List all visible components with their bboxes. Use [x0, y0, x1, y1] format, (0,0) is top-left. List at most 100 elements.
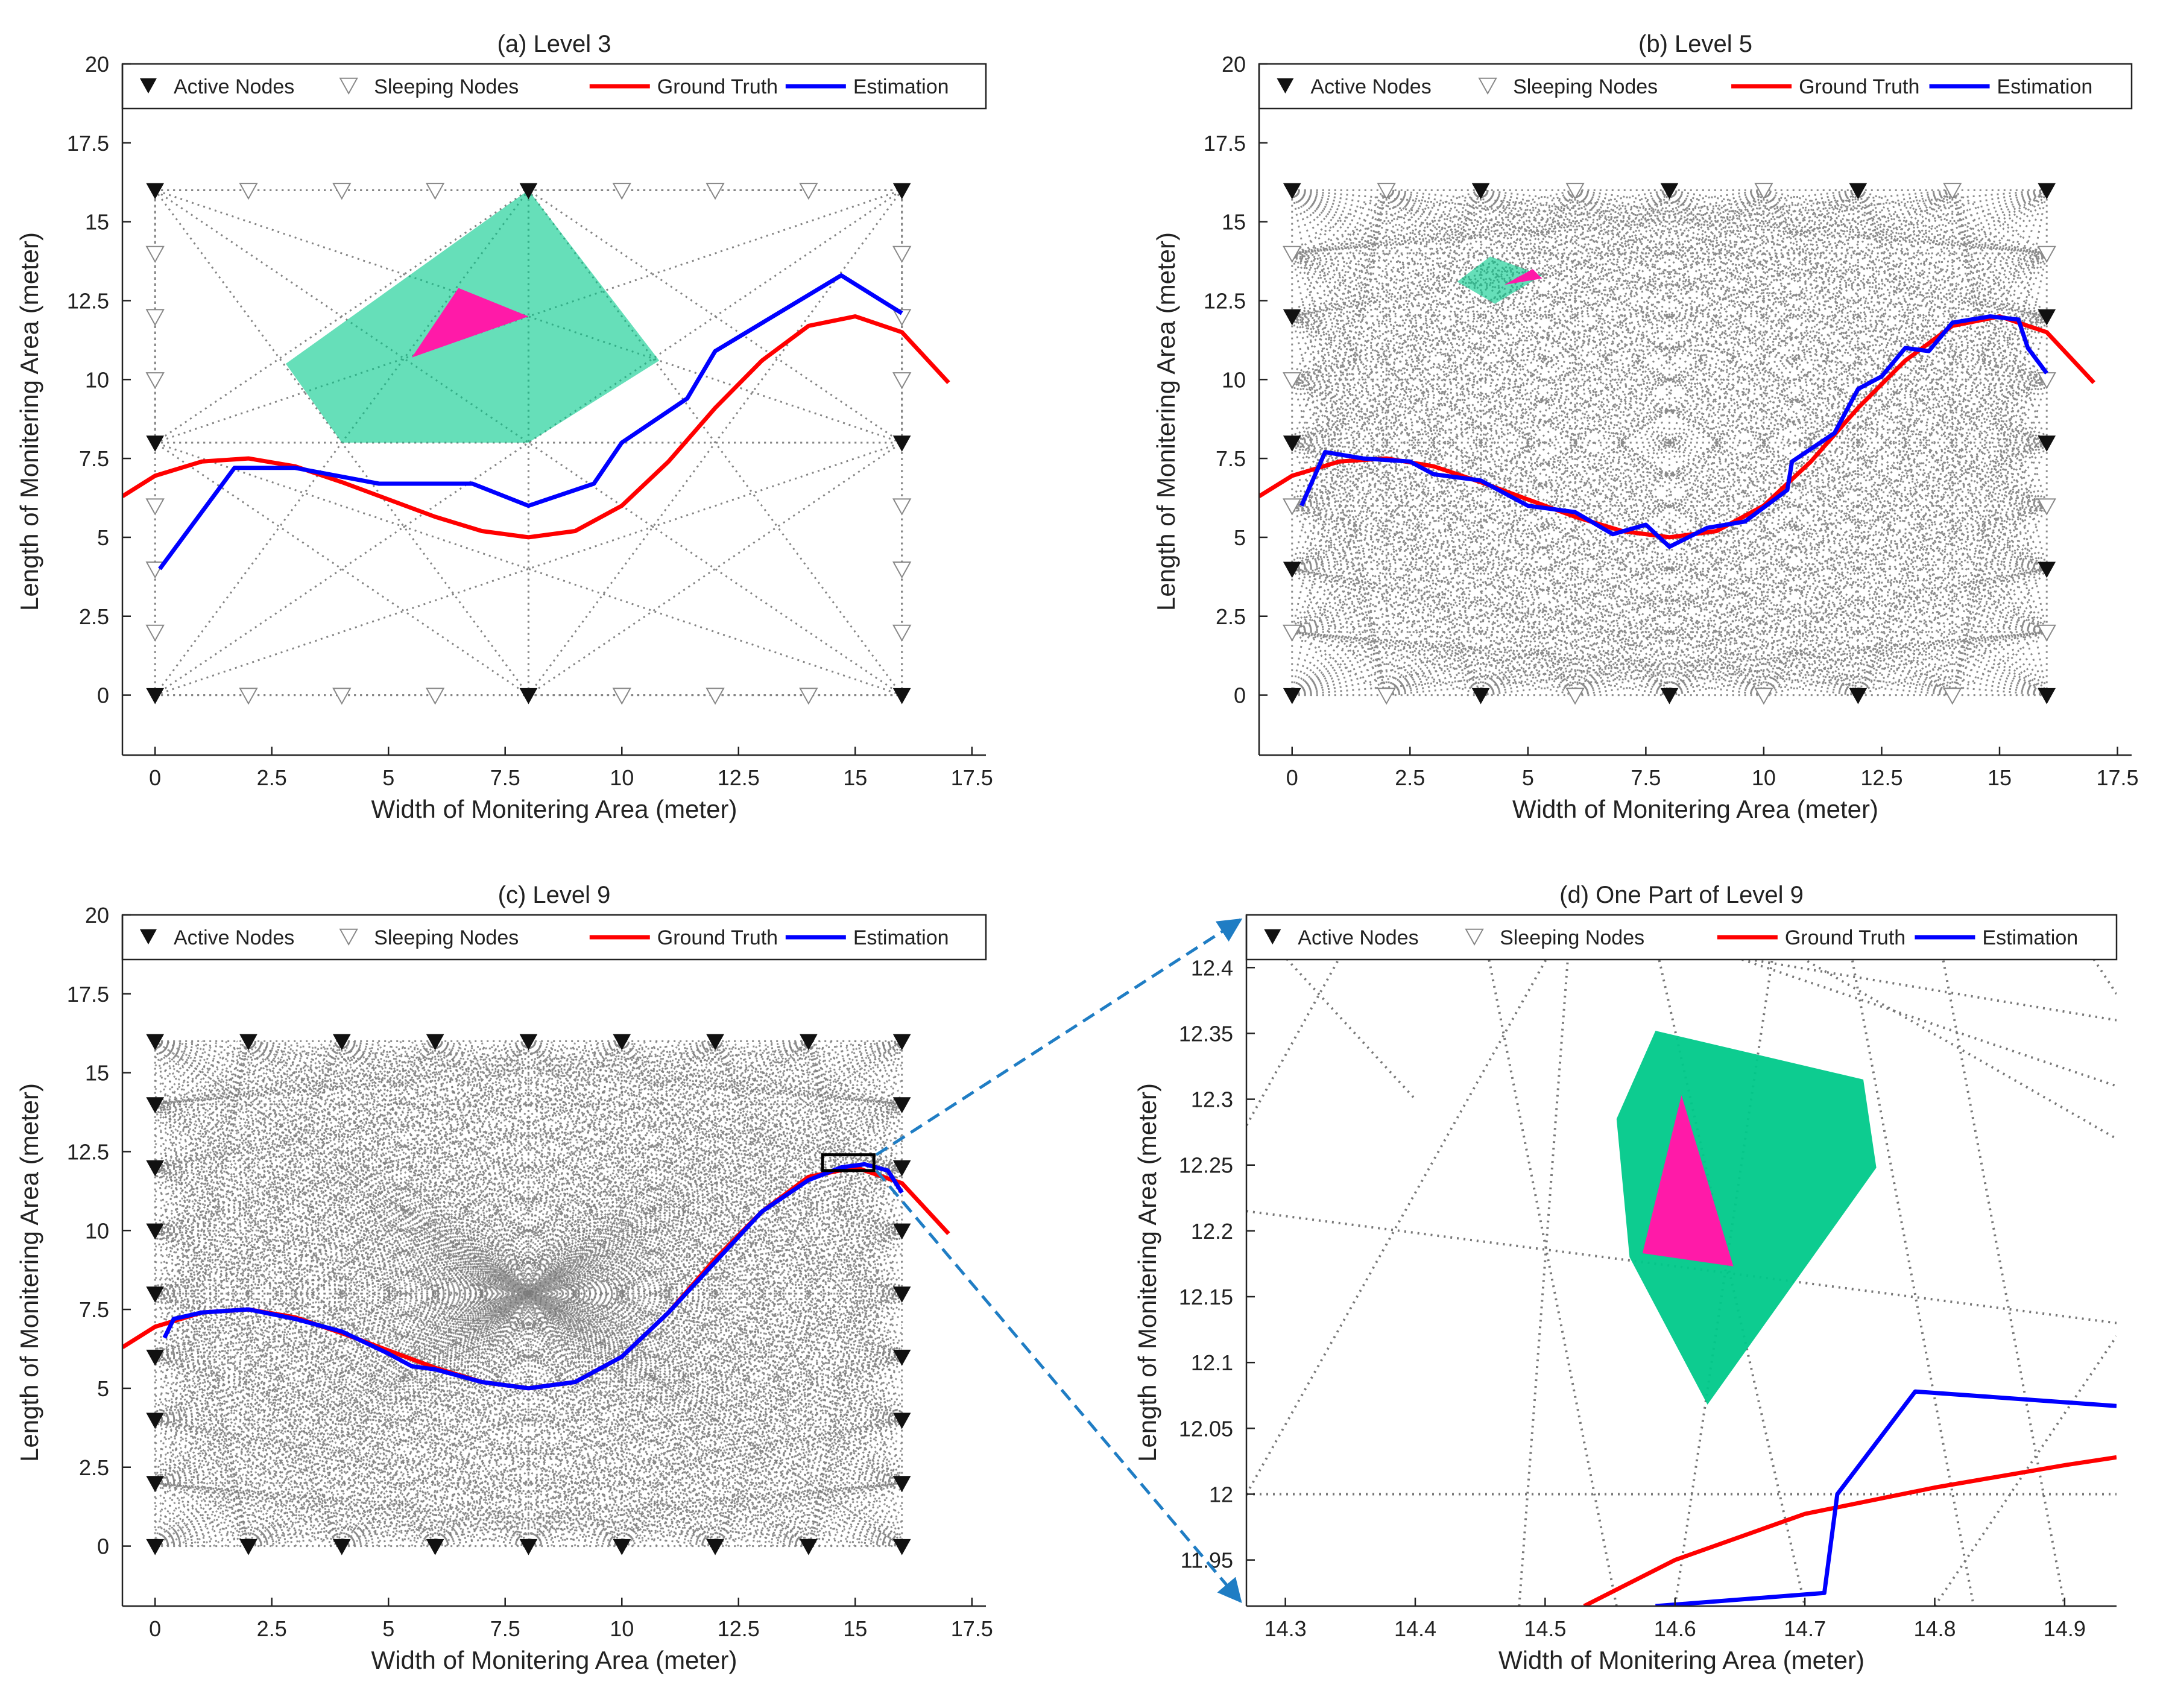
- active-node: [146, 1097, 165, 1114]
- connection-line: [1951, 190, 2048, 633]
- connection-line: [1291, 190, 1388, 633]
- connection-line: [1480, 189, 1953, 696]
- connection-line: [154, 1056, 903, 1531]
- active-node: [1283, 309, 1301, 326]
- connection-line: [620, 1041, 716, 1546]
- legend-ground-truth-label: Ground Truth: [1799, 75, 1919, 98]
- connection-line: [1669, 190, 1765, 695]
- connection-line: [1292, 378, 2047, 507]
- connection-line: [807, 1040, 903, 1294]
- x-tick-label: 14.5: [1524, 1616, 1566, 1641]
- dense-field-lines: [154, 1040, 903, 1547]
- connection-line: [1292, 441, 1858, 696]
- active-node: [1471, 688, 1490, 704]
- connection-line: [154, 189, 529, 444]
- connection-line: [154, 1237, 902, 1350]
- plot-area: [1259, 183, 2095, 705]
- connection-line: [154, 1040, 343, 1168]
- connection-line: [154, 1356, 903, 1548]
- connection-line: [154, 1119, 903, 1469]
- connection-line: [1480, 190, 1576, 695]
- connection-line: [154, 1103, 903, 1484]
- legend-ground-truth-label: Ground Truth: [657, 926, 778, 949]
- connection-line: [1291, 189, 1482, 633]
- connection-line: [528, 189, 903, 696]
- active-node: [146, 1476, 165, 1492]
- legend-estimation-label: Estimation: [1982, 926, 2078, 949]
- y-tick-label: 2.5: [1216, 604, 1246, 629]
- active-node: [2038, 183, 2056, 200]
- connection-line: [154, 1229, 903, 1421]
- sleeping-node: [425, 183, 445, 200]
- connection-line: [259, 1040, 798, 1547]
- connection-line: [154, 1230, 343, 1547]
- sleeping-node: [1283, 498, 1302, 516]
- connection-line: [1292, 189, 1953, 255]
- connection-line: [714, 1293, 903, 1547]
- x-tick-label: 15: [843, 1616, 867, 1641]
- connection-line: [155, 1103, 902, 1169]
- sleeping-node: [1565, 183, 1585, 200]
- connection-line: [1574, 189, 2048, 633]
- connection-line: [1292, 252, 2047, 570]
- connection-line: [1857, 379, 2048, 696]
- zoom-arrow-top: [875, 918, 1243, 1156]
- active-node: [892, 1349, 911, 1366]
- connection-line: [154, 1040, 250, 1168]
- connection-line: [1292, 315, 2047, 633]
- connection-line: [1574, 190, 1670, 695]
- connection-line: [154, 1041, 250, 1546]
- connection-line: [1291, 253, 1482, 696]
- connection-line: [154, 1040, 716, 1547]
- connection-line: [1951, 189, 2048, 507]
- x-tick-label: 15: [843, 765, 867, 790]
- connection-line: [154, 1040, 343, 1358]
- connection-line: [224, 1040, 833, 1547]
- y-tick-label: 17.5: [67, 982, 109, 1007]
- connection-line: [1933, 915, 2066, 1606]
- connection-line: [1292, 631, 1858, 697]
- active-node: [519, 688, 538, 704]
- x-tick-label: 10: [610, 765, 634, 790]
- active-node: [519, 1034, 538, 1051]
- target-triangle: [1642, 1095, 1734, 1267]
- connection-line: [248, 1040, 903, 1484]
- sleeping-node: [892, 561, 912, 579]
- connection-line: [1857, 189, 2048, 443]
- connection-line: [154, 1237, 902, 1350]
- y-tick-label: 12.35: [1179, 1021, 1233, 1046]
- estimation-line: [1655, 1389, 2117, 1606]
- sensor-nodes: [145, 183, 912, 705]
- x-tick-label: 7.5: [490, 765, 520, 790]
- sleeping-node: [145, 245, 165, 264]
- connection-line: [1291, 442, 1482, 696]
- y-tick-label: 5: [97, 525, 109, 550]
- zoom-box: [821, 1153, 876, 1172]
- panel-b-level-5: Active Nodes Sleeping Nodes Ground Truth Es…: [1152, 31, 2139, 823]
- connection-line: [1951, 189, 2048, 443]
- active-node: [2038, 688, 2056, 704]
- active-node: [1283, 183, 1301, 200]
- connection-line: [446, 1040, 611, 1547]
- connection-line: [154, 1293, 250, 1547]
- connection-line: [341, 1040, 903, 1421]
- connection-line: [714, 1040, 903, 1294]
- connection-line: [1291, 253, 1388, 695]
- connection-line: [1292, 189, 2047, 507]
- connection-line: [1763, 190, 1859, 695]
- connection-line: [154, 1292, 903, 1484]
- active-node: [892, 1476, 911, 1492]
- connection-line: [154, 1482, 343, 1547]
- axes: 0 2.5 5 7.5 10 12.5 15 17.5 0 2.5 5 7.5 10 12.5 15 17.5…: [1152, 31, 2139, 823]
- y-tick-label: 10: [1222, 367, 1246, 392]
- x-tick-label: 17.5: [951, 765, 993, 790]
- connection-line: [1292, 189, 1764, 255]
- connection-line: [154, 1104, 436, 1547]
- connection-line: [1291, 189, 1482, 381]
- connection-line: [154, 1229, 902, 1358]
- active-node: [146, 1160, 165, 1177]
- connection-line: [1291, 252, 2047, 696]
- active-node: [892, 1097, 911, 1114]
- x-tick-label: 10: [610, 1616, 634, 1641]
